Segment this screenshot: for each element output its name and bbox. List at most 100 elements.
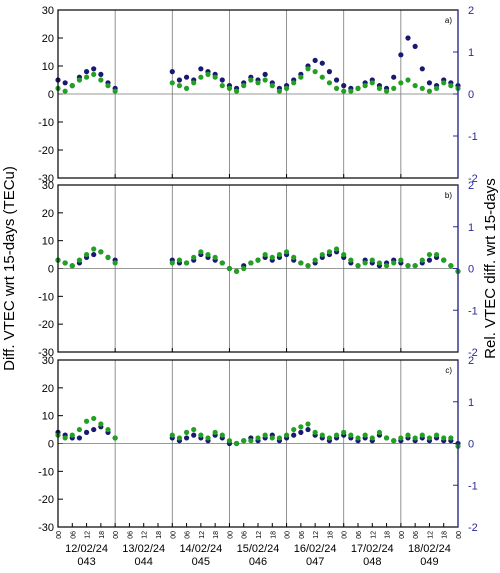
data-point <box>176 77 183 83</box>
data-point <box>248 260 254 266</box>
data-point <box>83 251 90 258</box>
data-point <box>369 435 375 441</box>
data-point <box>112 88 118 94</box>
data-point <box>419 85 425 91</box>
data-point <box>169 432 175 438</box>
data-point <box>105 426 111 433</box>
doy-label: 049 <box>420 556 438 568</box>
y-tick-label: 10 <box>42 236 54 248</box>
x-tick-label: 00 <box>456 531 463 539</box>
data-point <box>398 80 404 86</box>
data-point <box>419 66 425 72</box>
x-tick-label: 00 <box>342 531 349 539</box>
data-point <box>341 251 347 258</box>
date-label: 14/02/24 <box>179 543 222 555</box>
data-point <box>362 260 368 266</box>
data-point <box>376 429 383 435</box>
data-point <box>226 265 233 272</box>
doy-label: 048 <box>363 556 381 568</box>
data-point <box>226 438 233 444</box>
data-point <box>412 263 418 269</box>
x-tick-label: 12 <box>370 531 377 539</box>
doy-label: 047 <box>306 556 324 568</box>
y2-tick-label: -2 <box>468 522 478 534</box>
data-point <box>198 66 204 72</box>
data-point <box>276 88 283 94</box>
data-point <box>76 77 83 83</box>
data-point <box>355 435 361 441</box>
data-point <box>91 246 97 252</box>
y2-tick-label: 2 <box>468 5 474 17</box>
data-point <box>398 52 404 58</box>
panel-label: c) <box>445 366 452 375</box>
date-label: 13/02/24 <box>122 543 165 555</box>
x-tick-label: 06 <box>242 531 249 539</box>
data-point <box>326 249 333 255</box>
data-point <box>83 429 90 435</box>
data-point <box>62 80 68 86</box>
data-point <box>405 77 411 83</box>
y2-tick-label: 1 <box>468 222 474 234</box>
y-tick-label: -20 <box>38 494 54 506</box>
data-point <box>348 257 354 263</box>
data-point <box>91 251 97 258</box>
date-label: 15/02/24 <box>237 543 280 555</box>
data-point <box>62 435 68 441</box>
data-point <box>205 251 211 258</box>
data-point <box>191 432 197 438</box>
x-tick-label: 18 <box>442 531 449 539</box>
y2-tick-label: -1 <box>468 480 478 492</box>
data-point <box>448 263 454 269</box>
x-tick-label: 06 <box>413 531 420 539</box>
data-point <box>62 88 68 94</box>
data-point <box>283 249 290 255</box>
data-point <box>262 77 268 83</box>
data-point <box>433 432 440 438</box>
x-tick-label: 18 <box>99 531 106 539</box>
data-point <box>212 254 218 260</box>
data-point <box>248 438 254 444</box>
data-point <box>262 432 268 438</box>
y-tick-label: -10 <box>38 117 54 129</box>
data-point <box>241 265 247 272</box>
data-point <box>233 440 240 447</box>
data-point <box>291 432 297 438</box>
data-point <box>219 260 225 266</box>
data-point <box>269 435 275 441</box>
data-point <box>319 432 325 438</box>
data-point <box>98 71 104 77</box>
data-point <box>191 80 197 86</box>
y-tick-label: 30 <box>42 355 54 367</box>
data-point <box>255 435 261 441</box>
x-tick-label: 00 <box>56 531 63 539</box>
data-point <box>341 88 347 94</box>
data-point <box>441 80 447 86</box>
data-point <box>219 432 225 438</box>
x-tick-label: 06 <box>356 531 363 539</box>
data-point <box>391 74 397 80</box>
data-point <box>362 83 368 89</box>
x-tick-label: 12 <box>313 531 320 539</box>
data-point <box>176 257 183 263</box>
data-point <box>255 80 261 86</box>
data-point <box>183 260 190 266</box>
data-point <box>355 263 361 269</box>
data-point <box>333 246 340 252</box>
data-point <box>241 83 247 89</box>
data-point <box>76 435 83 441</box>
y2-tick-label: 1 <box>468 397 474 409</box>
doy-label: 044 <box>135 556 153 568</box>
y2-tick-label: 0 <box>468 89 474 101</box>
data-point <box>198 432 204 438</box>
date-label: 16/02/24 <box>294 543 337 555</box>
x-tick-label: 06 <box>127 531 134 539</box>
y2-tick-label: -1 <box>468 305 478 317</box>
data-point <box>326 80 333 86</box>
data-point <box>376 260 383 266</box>
data-point <box>219 83 225 89</box>
y2-tick-label: 1 <box>468 47 474 59</box>
y2-tick-label: 0 <box>468 264 474 276</box>
x-tick-label: 18 <box>327 531 334 539</box>
data-point <box>298 429 304 435</box>
x-tick-label: 06 <box>70 531 77 539</box>
